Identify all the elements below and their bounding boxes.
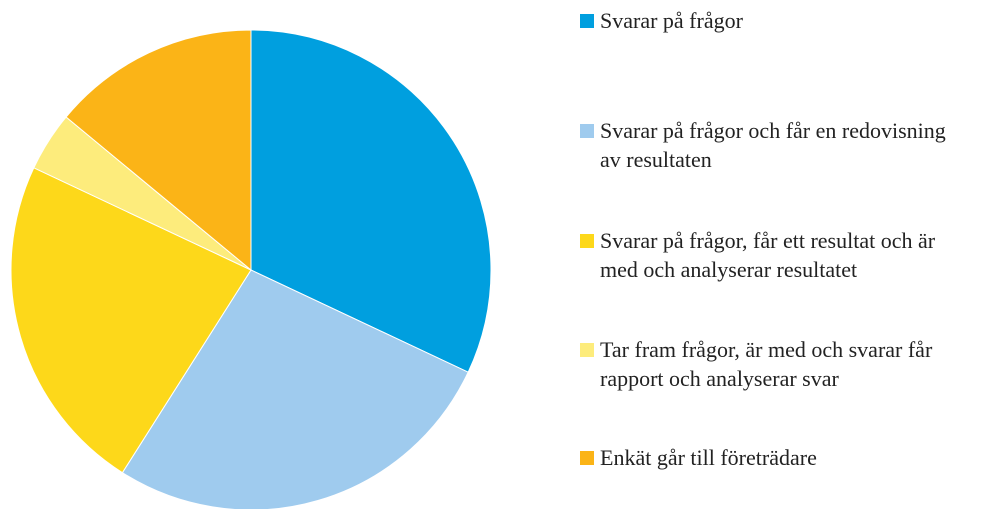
legend-label: Svarar på frågor och får en redovisning … xyxy=(600,118,946,172)
pie-slice xyxy=(121,269,469,509)
legend-swatch xyxy=(580,234,594,248)
legend-item: Svarar på frågor och får en redovisning … xyxy=(580,116,980,174)
legend-item: Svarar på frågor, får ett resultat och ä… xyxy=(580,226,980,284)
legend-item: Tar fram frågor, är med och svarar får r… xyxy=(580,335,980,393)
pie-slice xyxy=(10,167,252,474)
legend-label: Enkät går till företrädare xyxy=(600,445,817,470)
legend-item: Enkät går till företrädare xyxy=(580,443,980,472)
legend-swatch xyxy=(580,14,594,28)
pie-slice xyxy=(250,29,492,373)
legend-swatch xyxy=(580,451,594,465)
legend-swatch xyxy=(580,343,594,357)
pie-slice xyxy=(65,29,252,272)
legend-item: Svarar på frågor xyxy=(580,6,980,35)
legend-label: Tar fram frågor, är med och svarar får r… xyxy=(600,337,933,391)
pie-chart xyxy=(10,29,492,509)
legend-label: Svarar på frågor, får ett resultat och ä… xyxy=(600,228,936,282)
legend-swatch xyxy=(580,124,594,138)
legend-label: Svarar på frågor xyxy=(600,8,743,33)
